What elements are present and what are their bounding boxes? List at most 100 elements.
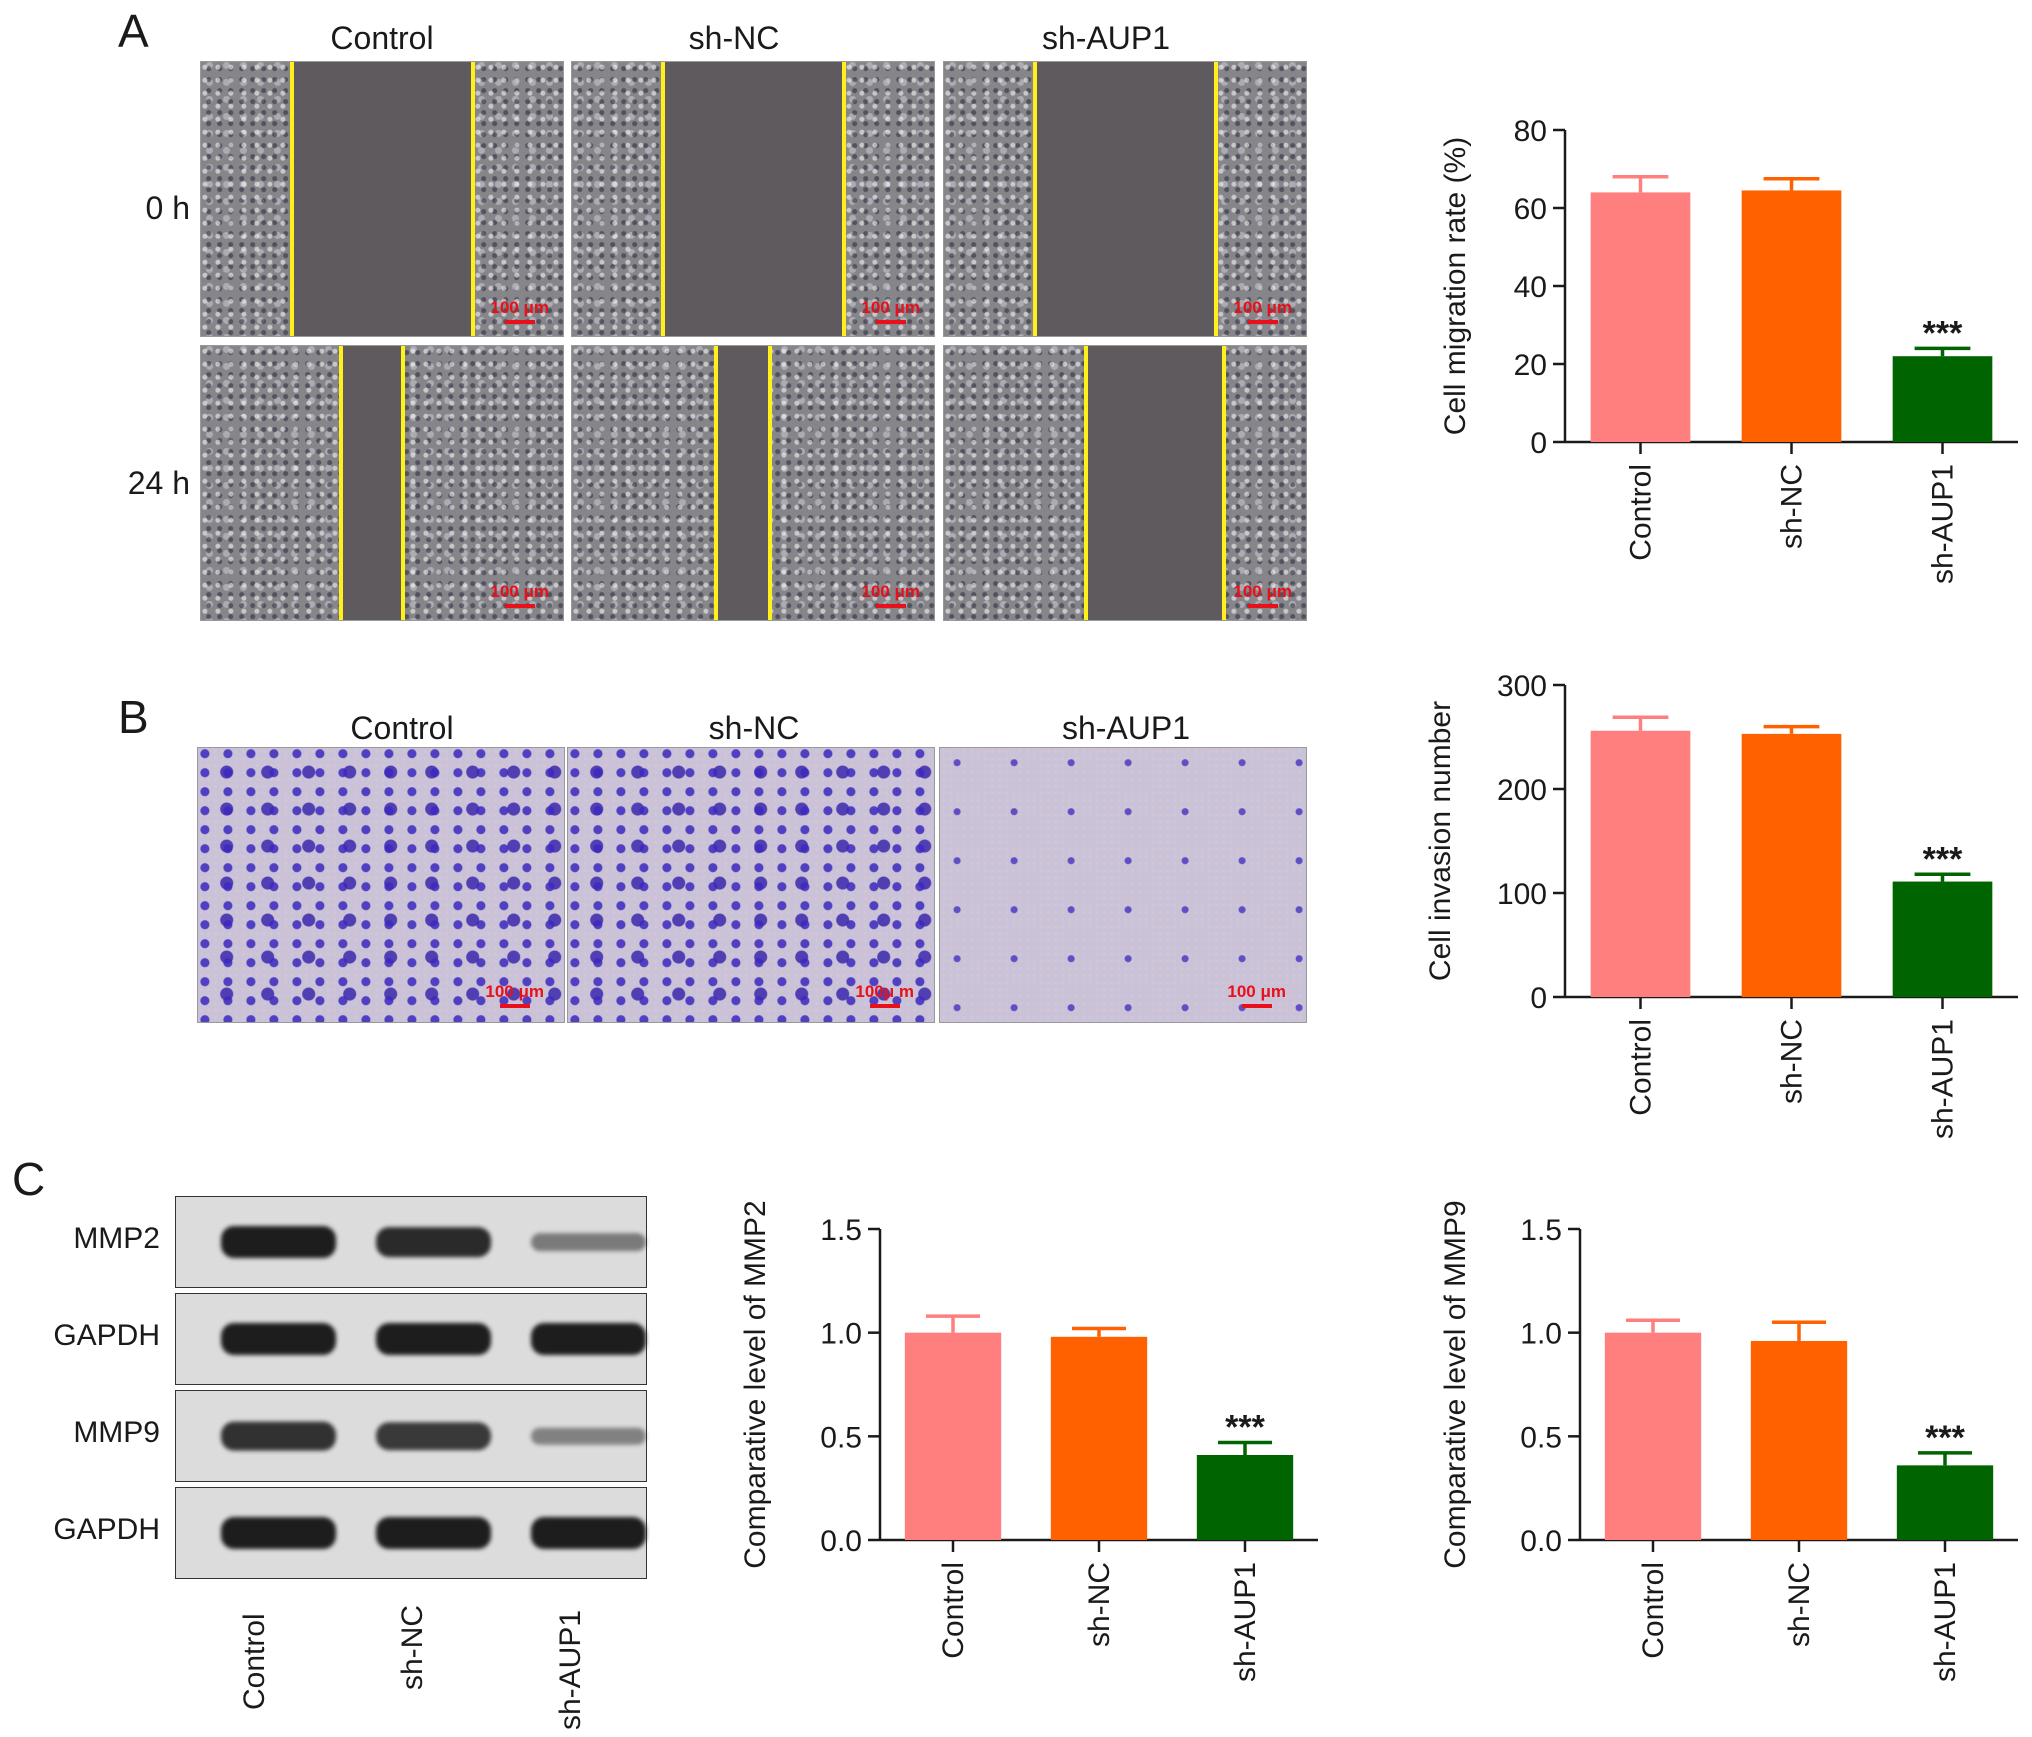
scale-bar: 100 μm [861, 298, 920, 324]
blot-band [376, 1323, 491, 1355]
y-tick-label: 300 [1497, 670, 1547, 703]
wound-edge-line [1084, 346, 1089, 620]
y-tick-label: 1.0 [820, 1318, 862, 1351]
scale-bar: 100 μm [861, 582, 920, 608]
bar [1896, 1465, 1994, 1540]
y-tick-label: 1.0 [1520, 1318, 1562, 1351]
bar [1604, 1332, 1702, 1540]
panel-letter-c: C [12, 1153, 46, 1205]
x-tick-label: Control [1637, 1562, 1670, 1659]
x-tick-label: Control [937, 1562, 970, 1659]
y-tick-label: 200 [1497, 774, 1547, 807]
y-tick-label: 0 [1530, 982, 1547, 1015]
y-axis-label: Cell migration rate (%) [1439, 137, 1472, 435]
blot-label-gapdh-1: GAPDH [53, 1319, 160, 1352]
y-tick-label: 0 [1530, 427, 1547, 460]
blot-label-mmp9: MMP9 [73, 1416, 160, 1449]
blot-band [221, 1226, 336, 1258]
y-tick-label: 60 [1514, 193, 1547, 226]
wound-image-sh-nc-0h: 100 μm [571, 61, 935, 337]
scale-bar: 100 μm [490, 582, 549, 608]
y-tick-label: 20 [1514, 349, 1547, 382]
wound-edge-line [1221, 346, 1226, 620]
bar [1741, 733, 1842, 997]
transwell-image-sh-nc: 100μ m [567, 747, 935, 1023]
scale-bar: 100 μm [1233, 298, 1292, 324]
condition-label-control: Control [330, 20, 434, 56]
wound-edge-line [713, 346, 718, 620]
blot-band [531, 1323, 646, 1355]
blot-strip-mmp9 [175, 1390, 647, 1482]
x-tick-label: sh-AUP1 [1927, 1019, 1960, 1139]
wound-edge-line [400, 346, 405, 620]
x-tick-label: Control [1625, 1019, 1658, 1116]
x-tick-label: sh-NC [1083, 1562, 1116, 1647]
transwell-label-sh-nc: sh-NC [708, 710, 800, 746]
blot-strip-gapdh-2 [175, 1487, 647, 1579]
scale-bar: 100 μm [490, 298, 549, 324]
panel-letter-a: A [118, 5, 149, 57]
y-tick-label: 100 [1497, 878, 1547, 911]
wound-image-control-24h: 100 μm [200, 345, 564, 621]
y-tick-label: 80 [1514, 115, 1547, 148]
y-axis-label: Cell invasion number [1424, 701, 1457, 981]
bar [1196, 1454, 1294, 1540]
row-label-0h: 0 h [145, 190, 190, 226]
blot-band [376, 1227, 491, 1257]
x-tick-label: sh-NC [1776, 464, 1809, 549]
scale-bar: 100μ m [855, 982, 914, 1008]
x-tick-label: sh-AUP1 [1927, 464, 1960, 584]
wound-edge-line [1032, 62, 1037, 336]
condition-label-sh-aup1: sh-AUP1 [1041, 20, 1171, 56]
x-tick-label: sh-NC [1783, 1562, 1816, 1647]
wound-edge-line [1213, 62, 1218, 336]
x-tick-label: sh-AUP1 [1929, 1562, 1962, 1682]
wound-edge-line [289, 62, 294, 336]
wound-edge-line [841, 62, 846, 336]
significance-mark: *** [1923, 314, 1963, 352]
blot-band [221, 1421, 336, 1451]
mmp9-level-chart: 0.0 0.5 1.0 1.5 Comparative level of MMP9 Con… [1439, 1200, 2018, 1682]
y-tick-label: 0.5 [820, 1421, 862, 1454]
transwell-image-sh-aup1: 100 μm [939, 747, 1307, 1023]
wound-image-sh-aup1-24h: 100 μm [943, 345, 1307, 621]
bar [1050, 1336, 1148, 1540]
blot-label-gapdh-2: GAPDH [53, 1513, 160, 1546]
significance-mark: *** [1225, 1409, 1265, 1447]
wound-edge-line [768, 346, 773, 620]
invasion-number-chart: 0 100 200 300 Cell invasion number Control sh-… [1424, 670, 2018, 1139]
y-tick-label: 0.0 [820, 1525, 862, 1558]
y-tick-label: 0.5 [1520, 1421, 1562, 1454]
bar [1892, 881, 1993, 997]
blot-band [376, 1517, 491, 1549]
bar [1750, 1340, 1848, 1540]
wound-image-sh-aup1-0h: 100 μm [943, 61, 1307, 337]
wound-image-sh-nc-24h: 100 μm [571, 345, 935, 621]
bar [1741, 190, 1842, 442]
blot-strip-gapdh-1 [175, 1293, 647, 1385]
blot-band [221, 1517, 336, 1549]
y-axis-label: Comparative level of MMP9 [1439, 1200, 1472, 1568]
condition-label-sh-nc: sh-NC [688, 20, 780, 56]
wound-edge-line [660, 62, 665, 336]
wound-gap [1086, 346, 1224, 620]
x-tick-label: Control [1625, 464, 1658, 561]
wound-gap [1034, 62, 1216, 336]
lane-label-sh-aup1: sh-AUP1 [554, 1609, 587, 1730]
bar [1892, 356, 1993, 442]
blot-band [531, 1427, 646, 1445]
blot-label-mmp2: MMP2 [73, 1222, 160, 1255]
y-tick-label: 0.0 [1520, 1525, 1562, 1558]
lane-label-sh-nc: sh-NC [396, 1604, 429, 1690]
blot-band [221, 1323, 336, 1355]
lane-label-control: Control [238, 1613, 271, 1710]
wound-gap [715, 346, 771, 620]
blot-band [376, 1422, 491, 1450]
y-tick-label: 1.5 [1520, 1214, 1562, 1247]
wound-gap [662, 62, 844, 336]
y-tick-label: 40 [1514, 271, 1547, 304]
bar [904, 1332, 1002, 1540]
blot-strip-mmp2 [175, 1196, 647, 1288]
transwell-label-sh-aup1: sh-AUP1 [1061, 710, 1191, 746]
bar [1590, 192, 1691, 442]
